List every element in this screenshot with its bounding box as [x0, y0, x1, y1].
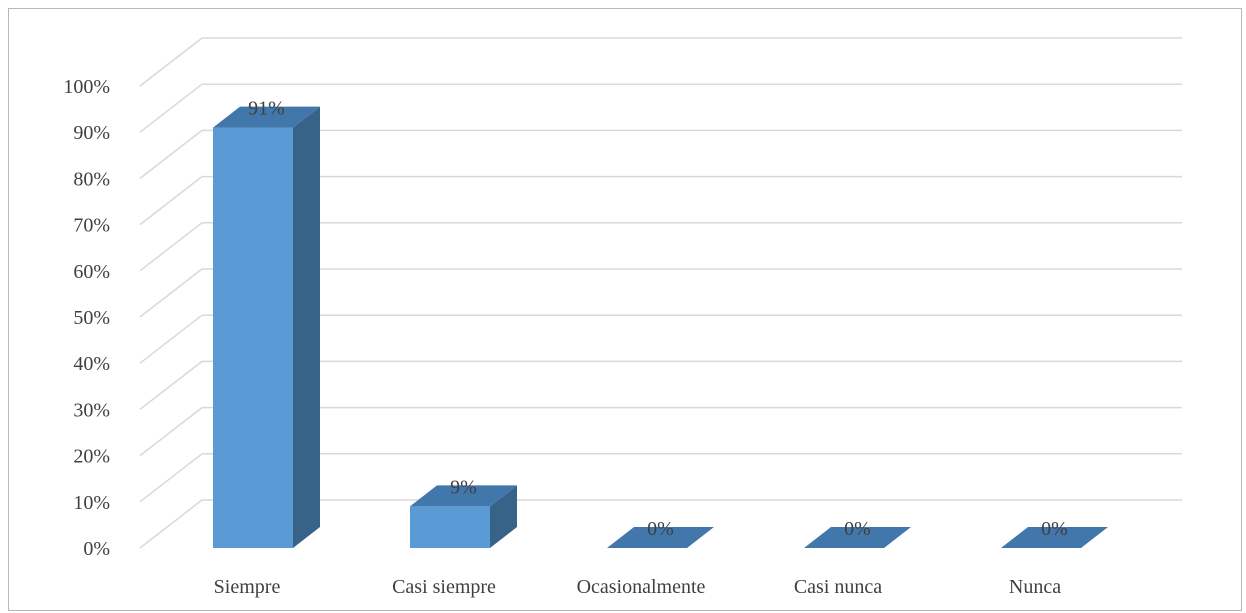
y-tick-label: 90% [73, 122, 110, 144]
bar-front [213, 127, 293, 548]
data-labels: 91% 9% 0% 0% 0% [248, 98, 1068, 540]
category-label: Casi siempre [392, 576, 496, 598]
bar-top [607, 527, 714, 548]
y-tick-label: 0% [83, 538, 110, 560]
y-tick-label: 40% [73, 353, 110, 375]
gridlines [139, 37, 1182, 549]
y-tick-label: 100% [63, 76, 110, 98]
bar-side [293, 106, 320, 548]
y-tick-label: 70% [73, 215, 110, 237]
category-label: Ocasionalmente [577, 576, 706, 598]
data-label: 9% [450, 476, 477, 498]
gridline-wall [139, 176, 203, 226]
y-tick-label: 20% [73, 446, 110, 468]
gridline-wall [139, 222, 203, 272]
y-tick-label: 50% [73, 307, 110, 329]
y-tick-label: 30% [73, 399, 110, 421]
x-axis-categories: Siempre Casi siempre Ocasionalmente Casi nu… [214, 576, 1062, 598]
data-label: 91% [248, 98, 285, 120]
data-label: 0% [1041, 518, 1068, 540]
data-label: 0% [844, 518, 871, 540]
category-label: Siempre [214, 576, 281, 598]
gridline-wall [139, 314, 203, 364]
category-label: Nunca [1009, 576, 1061, 598]
gridline-wall [139, 453, 203, 503]
gridline-wall [139, 37, 203, 87]
gridline-wall [139, 83, 203, 133]
gridline-wall [139, 360, 203, 410]
gridline-wall [139, 499, 203, 549]
bar-side [490, 485, 517, 548]
bar-top [213, 106, 320, 128]
category-label: Casi nunca [794, 576, 882, 598]
bar-top [1001, 527, 1108, 548]
y-axis-ticks: 0% 10% 20% 30% 40% 50% 60% 70% 80% 90% 100% [63, 76, 110, 560]
bar-front [410, 506, 490, 548]
y-tick-label: 60% [73, 261, 110, 283]
y-tick-label: 80% [73, 168, 110, 190]
bar-top [804, 527, 911, 548]
gridline-wall [139, 268, 203, 318]
data-label: 0% [647, 518, 674, 540]
bars [213, 106, 1108, 548]
gridline-wall [139, 129, 203, 179]
y-tick-label: 10% [73, 492, 110, 514]
gridline-wall [139, 407, 203, 457]
bar-top [410, 485, 517, 507]
